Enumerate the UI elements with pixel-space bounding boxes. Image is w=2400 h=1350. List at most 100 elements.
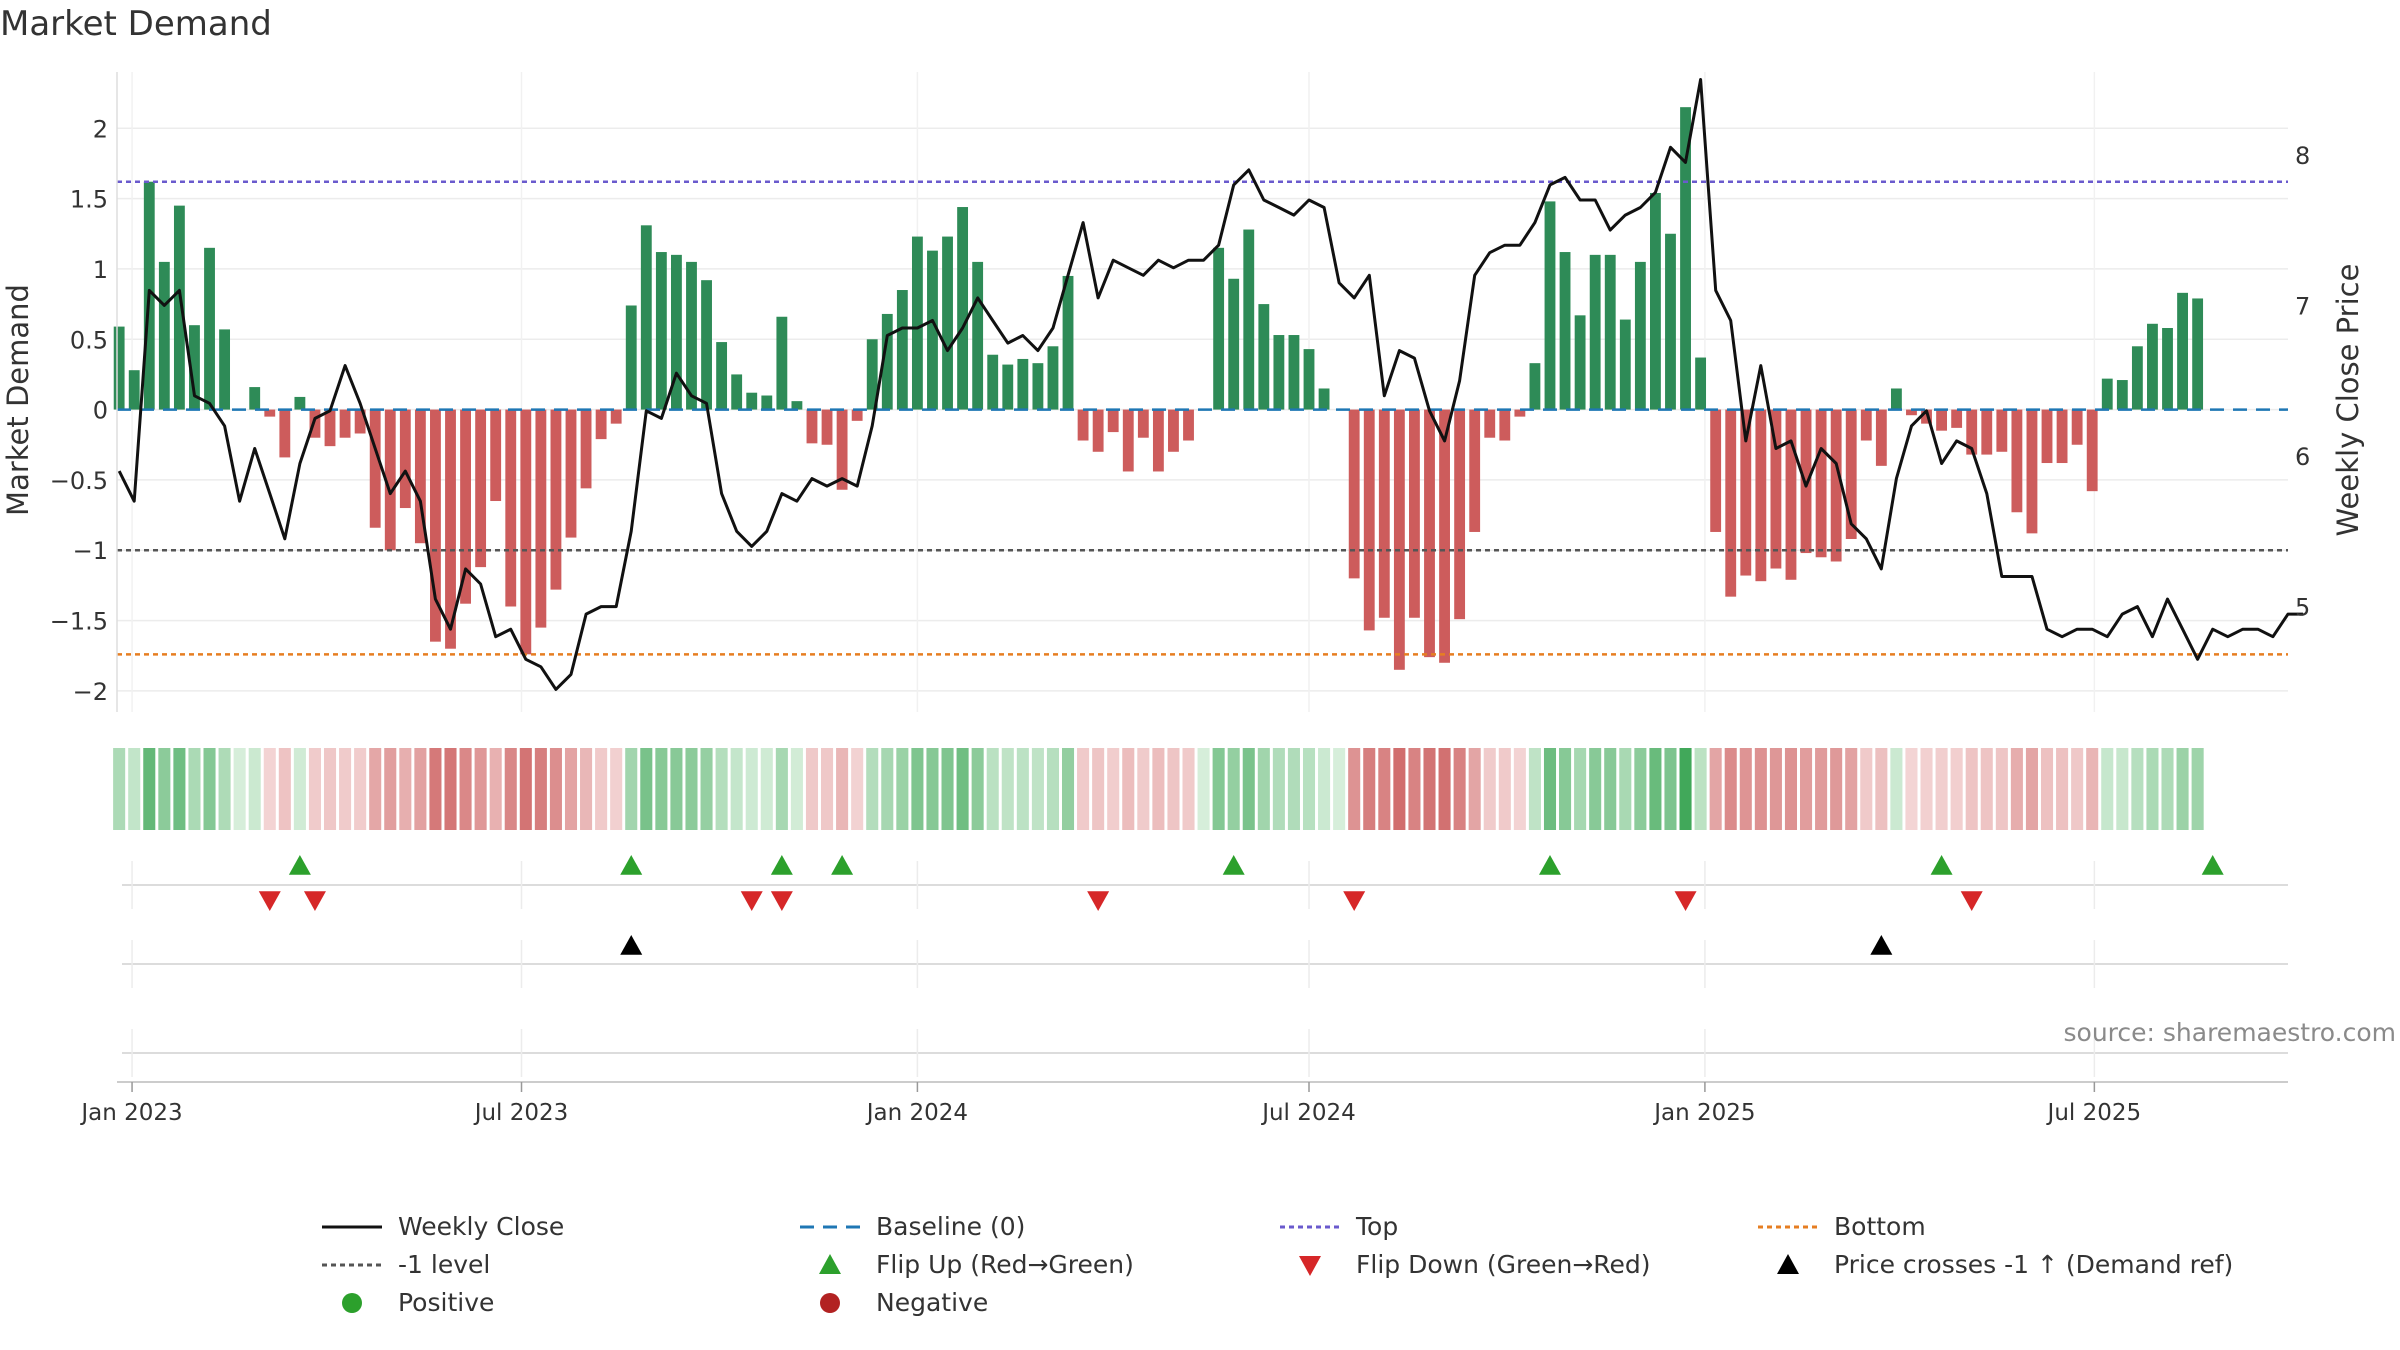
bar-positive [1589,254,1601,410]
bar-negative [1363,409,1375,631]
x-tick-label: Jul 2024 [1260,1100,1356,1126]
axis-layer: 2 1.5 1 0.5 0 −0.5 −1 −1.5 −2 8 7 6 5 Market Demand We… [1,72,2365,712]
bar-positive [1529,363,1541,410]
heat-cell [1498,748,1511,830]
signal-rows [122,855,2288,1077]
bar-negative [399,409,411,509]
heat-cell [173,748,186,830]
bar-positive [942,236,953,410]
heat-cell [1318,748,1331,830]
bar-positive [1002,364,1014,410]
bar-positive [927,250,938,410]
heat-cell [1800,748,1813,830]
bar-negative [1348,409,1360,579]
bar-positive [219,329,231,410]
heat-cell [2191,748,2204,830]
bar-negative [1183,409,1194,441]
y-tick-label-left: −1.5 [50,608,108,636]
price-line-layer [117,78,2304,691]
x-tick-label: Jul 2025 [2046,1100,2142,1126]
heat-cell [1212,748,1225,830]
bar-negative [1168,409,1179,452]
heat-cell [1001,748,1014,830]
bar-negative [1409,409,1420,618]
heat-cell [595,748,608,830]
bar-positive [1649,192,1661,410]
legend-item-baseline: Baseline (0) [798,1212,1025,1241]
heat-cell [1784,748,1798,830]
bar-positive [1213,247,1225,410]
demand-bars [113,107,2204,670]
heat-cell [414,748,427,830]
legend-item-bottom: Bottom [1756,1212,1926,1241]
bar-negative [460,409,471,604]
bar-positive [896,290,908,410]
bar-positive [911,236,923,410]
heat-cell [489,748,502,830]
flip-up-marker [288,855,311,875]
bar-negative [445,409,456,649]
heat-cell [278,748,291,830]
bar-positive [2101,378,2113,410]
heat-cell [1453,748,1466,830]
bar-positive [1288,335,1300,410]
bar-positive [1634,261,1646,410]
heat-cell [1709,748,1722,830]
legend-item-cross: Price crosses -1 ↑ (Demand ref) [1756,1250,2233,1279]
heat-cell [1995,748,2008,830]
circle-icon [798,1289,862,1317]
bar-positive [1062,275,1074,410]
heat-cell [1468,748,1481,830]
heat-cell [218,748,231,830]
flip-up-marker [1222,855,1245,875]
bar-negative [2011,409,2023,513]
heat-cell [1739,748,1752,830]
bar-positive [173,205,185,410]
bar-negative [1393,409,1405,670]
y-tick-label-left: 1.5 [70,186,108,214]
heat-cell [1272,748,1285,830]
legend-label: Top [1356,1212,1399,1241]
heat-cell [1679,748,1692,830]
heat-cell [1077,748,1090,830]
heat-cell [2101,748,2114,830]
heat-cell [1046,748,1059,830]
bar-negative [1137,409,1149,438]
flip-up-marker [831,855,854,875]
heat-cell [293,748,306,830]
heat-cell [1950,748,1963,830]
heat-cell [188,748,201,830]
bar-negative [1936,409,1948,431]
heat-cell [941,748,954,830]
bar-negative [264,409,276,417]
bar-negative [535,409,547,628]
chart-title: Market Demand [0,4,272,44]
bar-negative [2041,409,2053,464]
legend-item-top: Top [1278,1212,1398,1241]
y-tick-label-left: 1 [93,256,108,284]
bar-negative [1152,409,1164,472]
heat-cell [1724,748,1737,830]
heat-cell [851,748,864,830]
bar-positive [128,370,140,410]
source-credit: source: sharemaestro.com [2063,1018,2397,1047]
y-tick-label-right: 7 [2295,292,2310,320]
heat-cell [670,748,683,830]
heat-cell [2161,748,2174,830]
heat-cell [1845,748,1858,830]
x-axis: Jan 2023 Jul 2023 Jan 2024 Jul 2024 Jan 2025… [79,1081,2288,1126]
heat-cell [1152,748,1165,830]
heat-cell [369,748,382,830]
heat-cell [1197,748,1210,830]
heat-cell [474,748,487,830]
dotted-line-icon [1278,1213,1342,1241]
heat-cell [730,748,743,830]
bar-negative [1077,409,1089,441]
bar-negative [851,409,863,421]
flip-down-marker [740,891,763,911]
heat-cell [1378,748,1391,830]
bar-negative [430,409,441,642]
bar-positive [158,261,170,410]
bar-positive [746,392,758,410]
